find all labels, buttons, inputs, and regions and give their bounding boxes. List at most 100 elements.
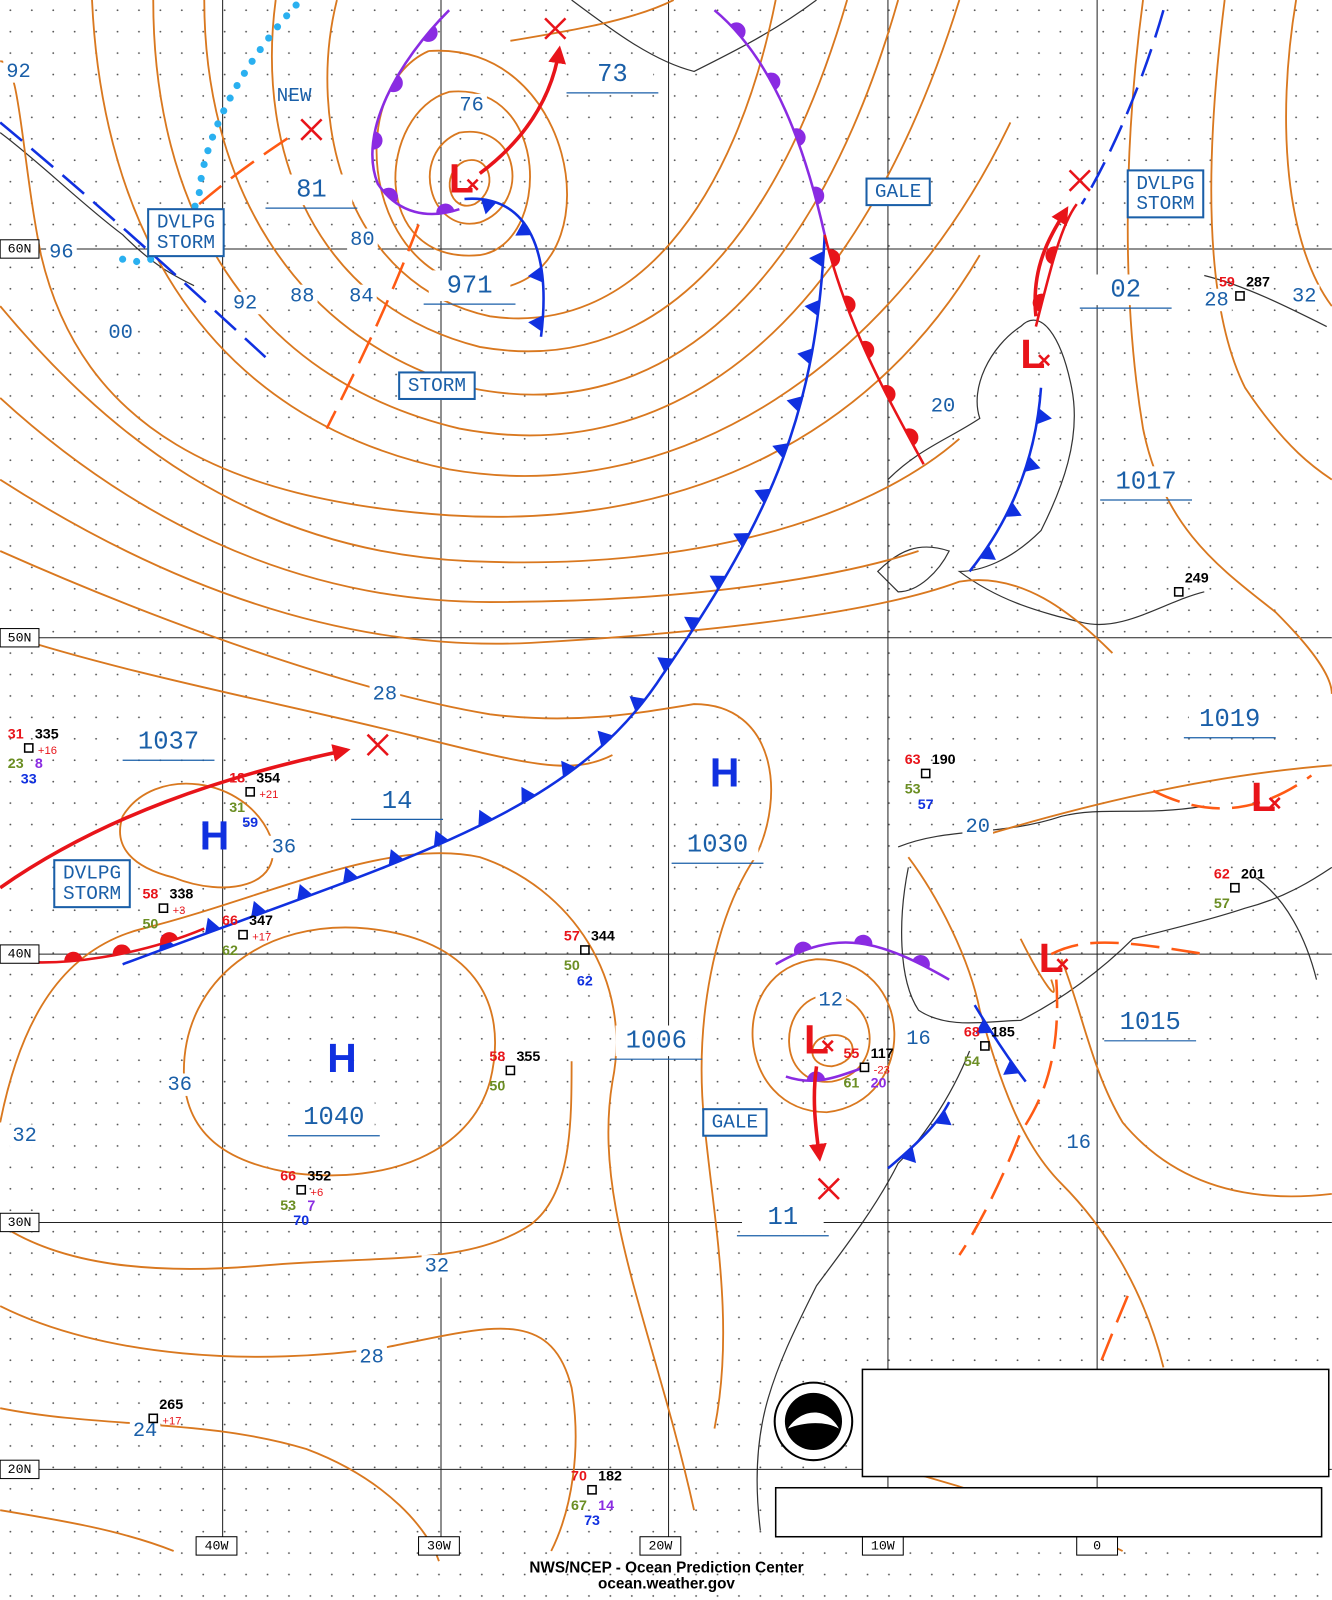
isobar-label-bg — [129, 1419, 161, 1442]
isobar — [0, 1061, 573, 1270]
cold-front-triangle — [528, 315, 544, 332]
forecast-position — [817, 1177, 840, 1200]
isobar — [0, 631, 613, 767]
station-temp: 55 — [843, 1046, 859, 1062]
warning-label: GALE — [875, 181, 922, 203]
warning-box — [1126, 169, 1205, 219]
station-vis: 8 — [35, 756, 43, 772]
front-symbol — [251, 900, 267, 918]
isobar — [182, 926, 496, 1177]
lon-label-box — [418, 1536, 460, 1556]
warning-box — [147, 208, 225, 258]
station-dew: 53 — [905, 782, 921, 798]
station-vis: 14 — [598, 1498, 614, 1514]
front-line — [785, 1065, 868, 1083]
isobar-label-bg — [369, 682, 401, 706]
isobar-label-bg — [46, 240, 77, 264]
front-line — [775, 941, 950, 981]
lon-label: 40W — [205, 1538, 229, 1553]
warning-label: STORM — [408, 375, 466, 397]
isobar — [751, 958, 896, 1114]
isobar — [326, 0, 777, 320]
front-symbol — [382, 187, 398, 204]
front-symbol — [389, 74, 403, 93]
station-tend: +3 — [173, 905, 186, 917]
cold-front-triangle — [772, 443, 789, 459]
isobar — [1060, 958, 1332, 1198]
station-id: 354 — [256, 770, 280, 786]
front-symbol — [900, 1146, 917, 1163]
lat-label-box — [0, 1212, 40, 1233]
cold-front-triangle — [1024, 456, 1041, 472]
isobar-label-bg — [1201, 288, 1232, 312]
station-id: 190 — [932, 752, 956, 768]
front-semicircle — [854, 934, 873, 946]
front-semicircle — [904, 428, 919, 446]
front-symbol — [861, 340, 875, 359]
cold-front-triangle — [1036, 408, 1052, 425]
front-semicircle — [372, 131, 383, 150]
pressure-label-bg — [270, 174, 353, 206]
station-dew: 54 — [964, 1054, 980, 1070]
station-id: 344 — [591, 929, 615, 945]
front-symbol — [478, 809, 493, 827]
isobar-label-bg — [421, 1255, 453, 1278]
front-semicircle — [160, 932, 178, 945]
pressure-center: L — [1020, 331, 1045, 377]
front-symbol — [979, 545, 996, 560]
isobar-label-bg — [1063, 1131, 1095, 1155]
station-marker — [1230, 882, 1240, 893]
isobar — [448, 159, 491, 207]
front-symbol — [1045, 246, 1058, 265]
front-symbol — [629, 696, 646, 712]
station-low: 73 — [584, 1513, 600, 1529]
forecast-position — [366, 733, 389, 757]
front-symbol — [433, 830, 449, 847]
isobar-label: 32 — [1292, 285, 1316, 308]
front-semicircle — [730, 22, 746, 39]
front-line — [968, 387, 1043, 573]
front-symbol — [388, 849, 404, 866]
pressure-label: 1015 — [1120, 1008, 1181, 1037]
cold-front-triangle — [521, 786, 536, 804]
pressure-label: 14 — [382, 787, 413, 816]
ice-edge — [108, 1, 300, 265]
pressure-label: 1037 — [138, 728, 199, 757]
isobar — [0, 550, 773, 1429]
lon-label: 0 — [1093, 1538, 1101, 1553]
station-id: 185 — [991, 1024, 1015, 1040]
front-line — [973, 1004, 1027, 1083]
isobar-label: 24 — [133, 1420, 157, 1443]
front-symbol — [1036, 408, 1052, 425]
isobar-label: 28 — [373, 683, 397, 706]
station-low: 70 — [293, 1213, 309, 1229]
front-semicircle — [882, 385, 896, 403]
station-tend: +17 — [162, 1415, 181, 1427]
warning-label: DVLPG — [157, 212, 215, 234]
front-symbol — [882, 385, 896, 403]
cold-front-triangle — [709, 575, 727, 590]
station-marker — [1173, 586, 1184, 597]
station-tend: +17 — [252, 932, 271, 944]
station-marker — [587, 1484, 597, 1495]
isobar-label: 28 — [359, 1347, 383, 1370]
front-semicircle — [794, 941, 812, 955]
pressure-center: L — [804, 1017, 829, 1063]
lat-label-box — [0, 628, 40, 648]
station-id: 201 — [1241, 866, 1265, 882]
station-dew: 50 — [142, 916, 158, 932]
front-symbol — [828, 249, 841, 268]
station-temp: 58 — [142, 887, 158, 903]
front-symbol — [64, 951, 83, 962]
isobar-label-bg — [268, 835, 300, 859]
station-temp: 63 — [905, 752, 921, 768]
isobar-label-bg — [105, 321, 136, 344]
station-vis: 7 — [307, 1198, 315, 1214]
station-dew: 50 — [489, 1079, 505, 1095]
front-symbol — [793, 128, 806, 147]
front-semicircle — [112, 944, 131, 956]
front-symbol — [912, 955, 930, 969]
isobar-label: 32 — [425, 1256, 449, 1279]
front-symbol — [528, 315, 544, 332]
station-dew: 61 — [843, 1075, 859, 1091]
